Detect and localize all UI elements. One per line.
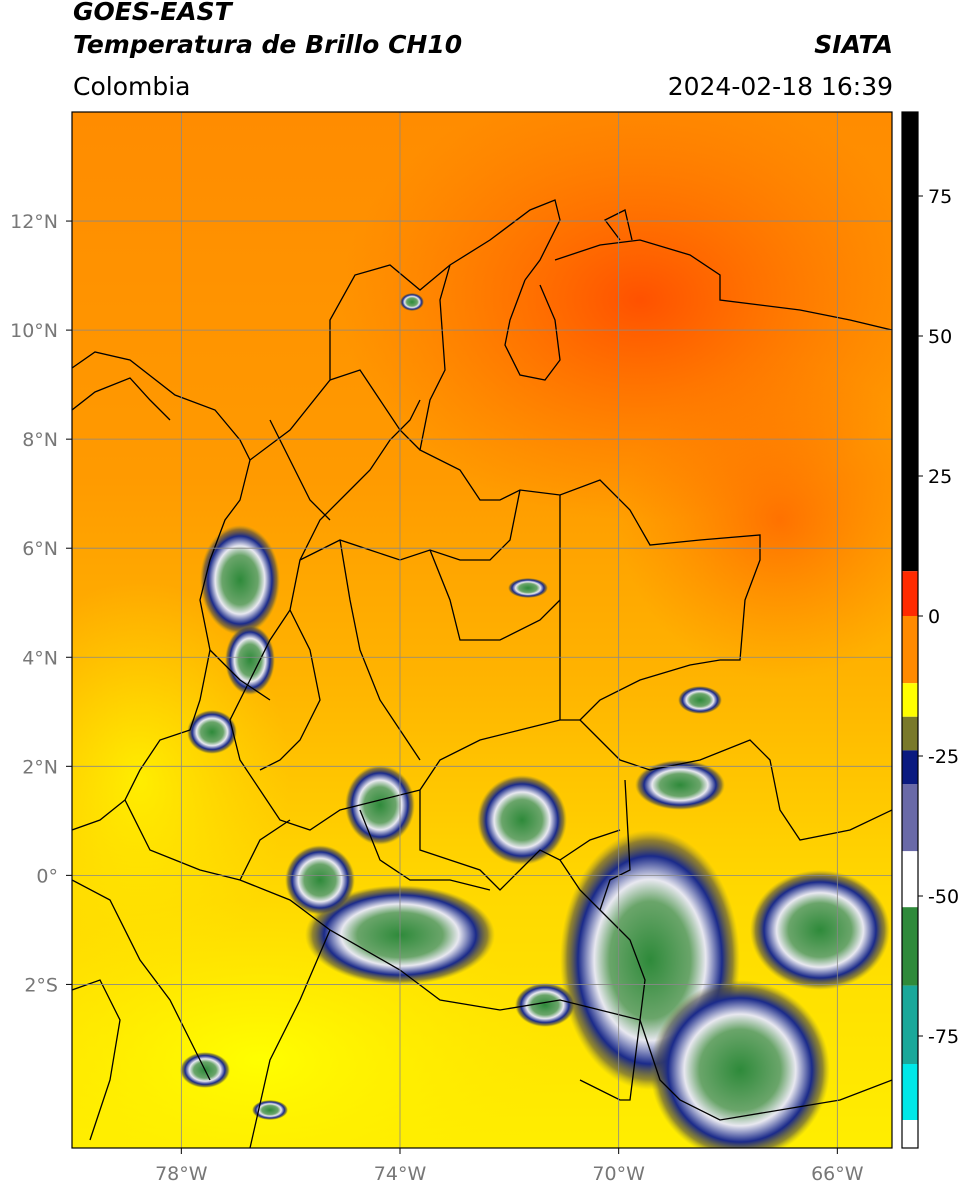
lat-tick-label: 12°N bbox=[10, 211, 58, 233]
map-frame bbox=[71, 111, 893, 1149]
lon-tick-label: 70°W bbox=[592, 1163, 645, 1185]
lon-tick-label: 74°W bbox=[374, 1163, 427, 1185]
lat-tick-label: 2°N bbox=[22, 756, 58, 778]
title-line-2: Temperatura de Brillo CH10 bbox=[73, 30, 463, 59]
colorbar-segment bbox=[902, 750, 918, 784]
lon-tick-label: 78°W bbox=[155, 1163, 208, 1185]
lat-tick-label: 2°S bbox=[24, 974, 58, 996]
boundaries bbox=[72, 199, 892, 1148]
colorbar-segment bbox=[902, 784, 918, 852]
colorbar-segment bbox=[902, 616, 918, 684]
colorbar-tick-label: 75 bbox=[928, 186, 952, 208]
cloud-cells bbox=[180, 293, 890, 1148]
colorbar-segment bbox=[902, 985, 918, 1064]
latitude-ticks: 12°N 10°N 8°N 6°N 4°N 2°N 0° 2°S bbox=[10, 211, 72, 996]
colorbar-segment bbox=[902, 683, 918, 717]
colorbar-segment bbox=[902, 1064, 918, 1120]
region-label: Colombia bbox=[73, 72, 191, 101]
colorbar-tick-label: -50 bbox=[928, 886, 959, 908]
gridlines bbox=[72, 112, 892, 1148]
lat-tick-label: 6°N bbox=[22, 538, 58, 560]
title-line-1: GOES-EAST bbox=[73, 0, 232, 26]
colorbar-tick-label: 50 bbox=[928, 326, 952, 348]
colorbar-tick-label: -25 bbox=[928, 746, 959, 768]
agency-label: SIATA bbox=[814, 30, 893, 59]
lat-tick-label: 10°N bbox=[10, 320, 58, 342]
colorbar-tick-label: 0 bbox=[928, 606, 940, 628]
colorbar-frame bbox=[901, 111, 919, 1149]
lon-tick-label: 66°W bbox=[811, 1163, 864, 1185]
colorbar-segment bbox=[902, 1120, 918, 1148]
datetime-label: 2024-02-18 16:39 bbox=[667, 72, 893, 101]
colorbar-tick-label: 25 bbox=[928, 466, 952, 488]
map-field bbox=[72, 112, 892, 1148]
colorbar: 75 50 25 0 -25 -50 -75 bbox=[901, 111, 959, 1149]
colorbar-tick-label: -75 bbox=[928, 1026, 959, 1048]
lat-tick-label: 8°N bbox=[22, 429, 58, 451]
colorbar-segment bbox=[902, 907, 918, 986]
colorbar-segment bbox=[902, 571, 918, 616]
lat-tick-label: 0° bbox=[36, 865, 58, 887]
longitude-ticks: 78°W 74°W 70°W 66°W bbox=[155, 1148, 864, 1185]
colorbar-segment bbox=[902, 851, 918, 908]
colorbar-segment bbox=[902, 716, 918, 751]
colorbar-segment bbox=[902, 112, 918, 572]
lat-tick-label: 4°N bbox=[22, 647, 58, 669]
